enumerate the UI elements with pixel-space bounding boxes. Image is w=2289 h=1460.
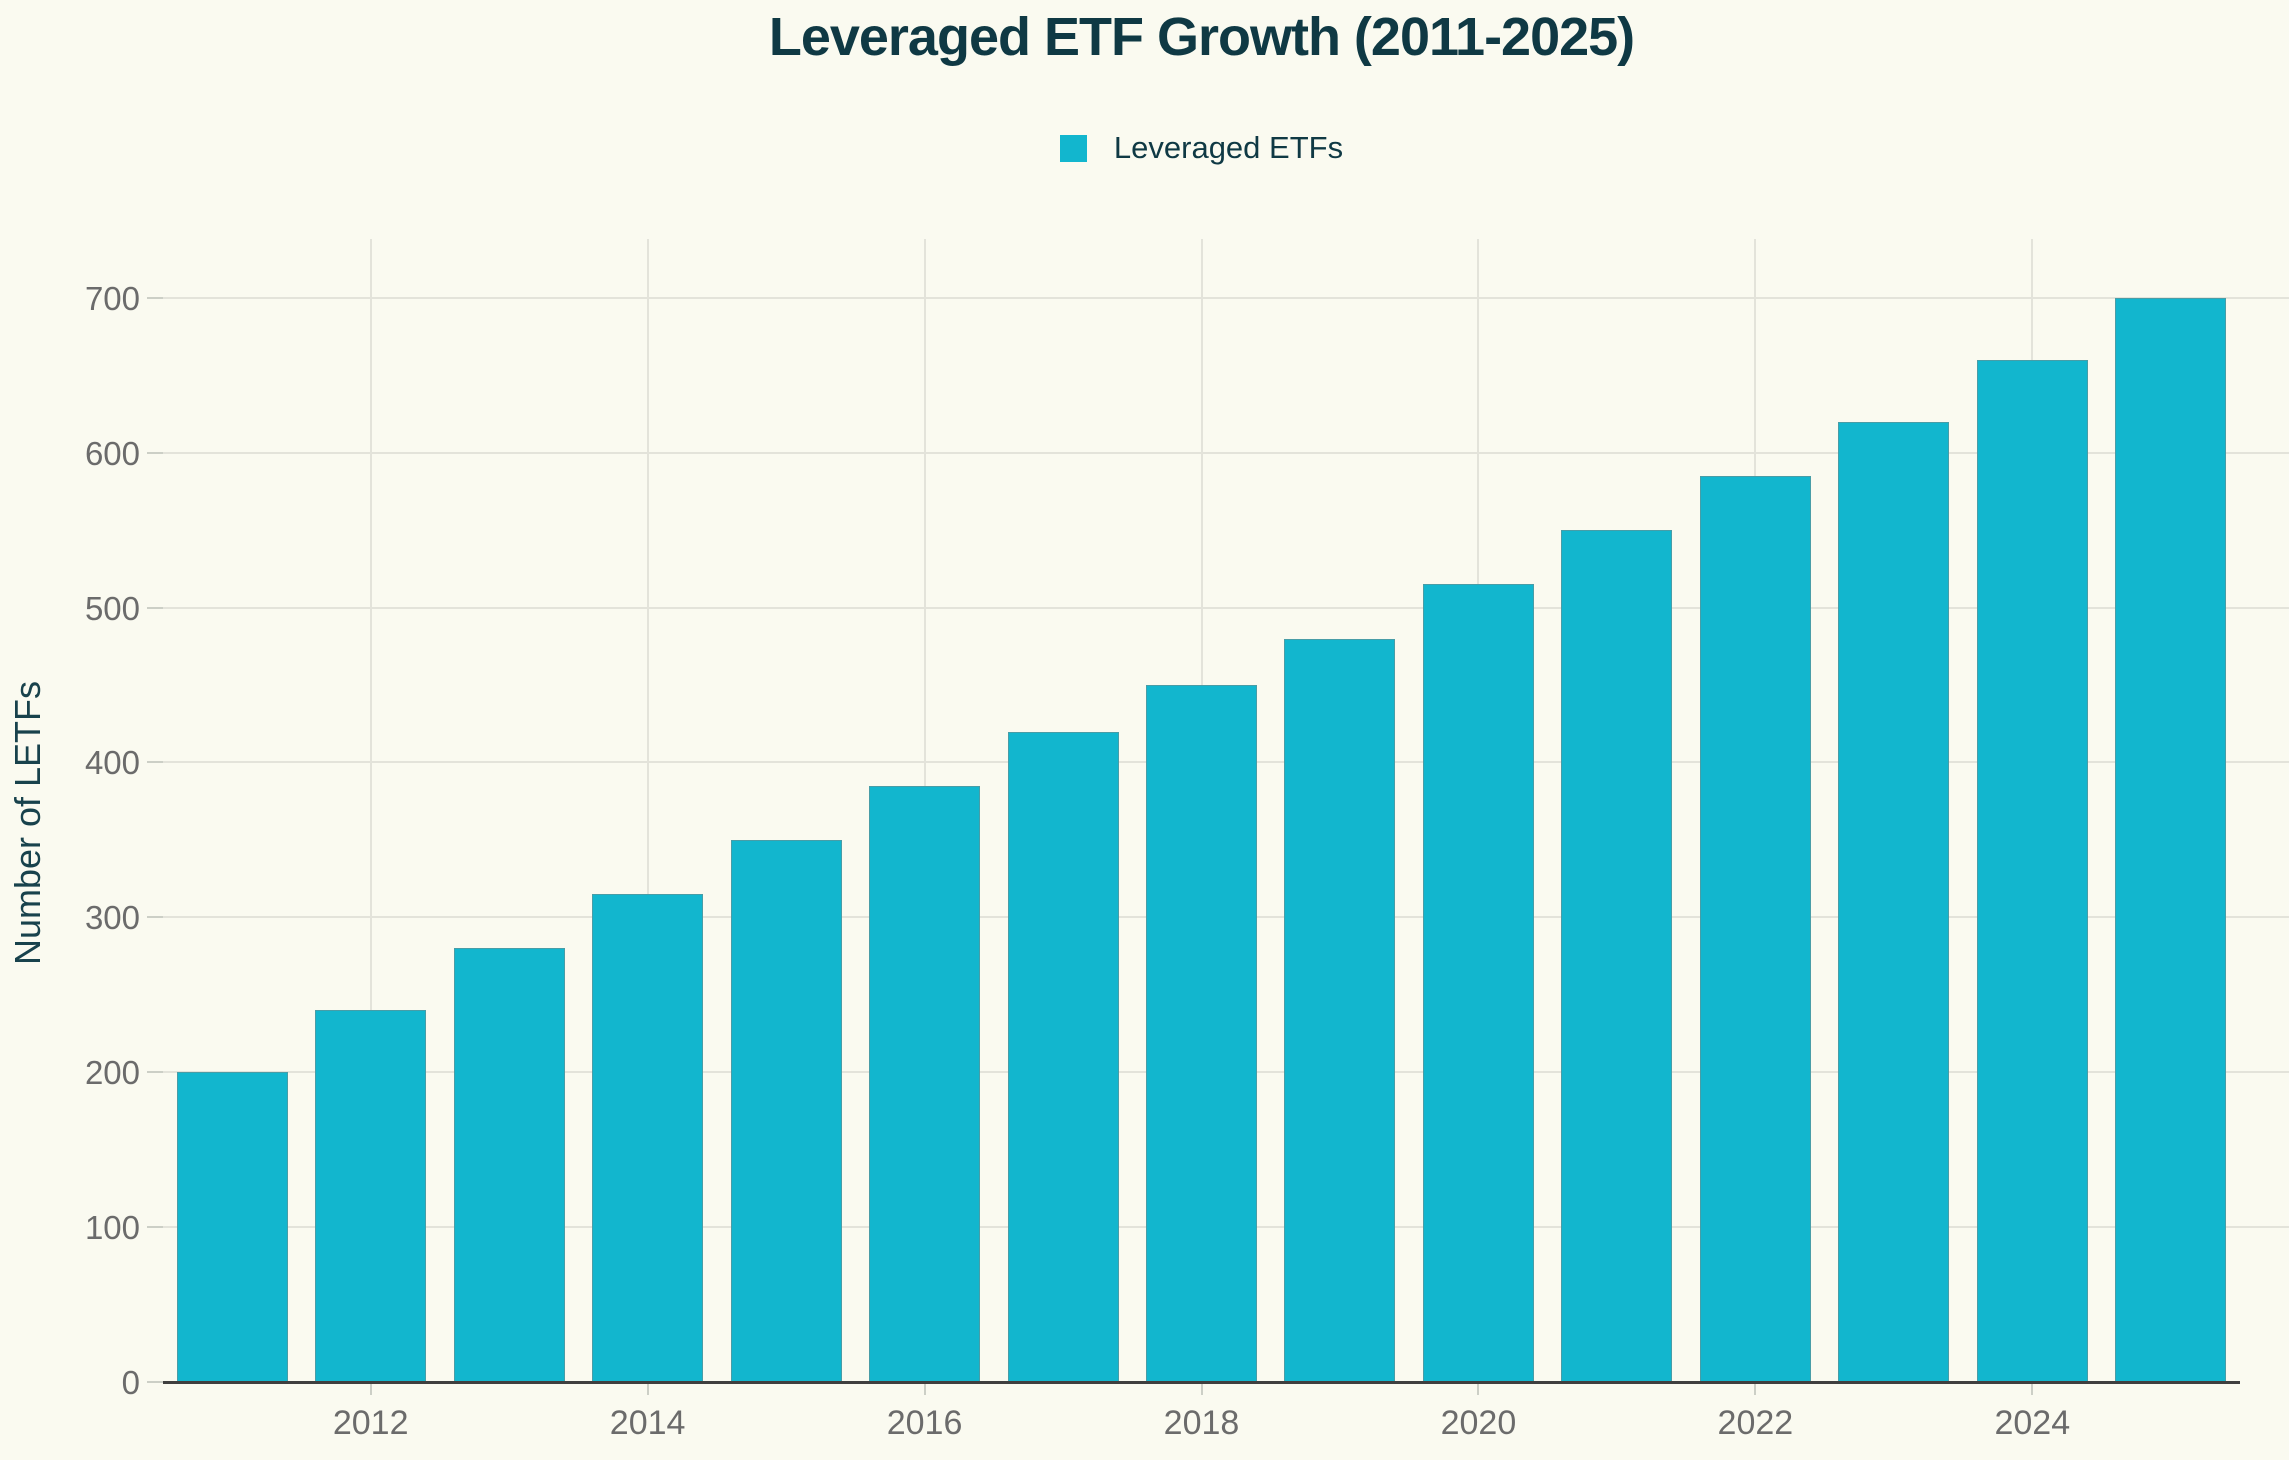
legend-color-swatch (1059, 134, 1087, 162)
y-gridline-500 (163, 606, 2289, 609)
y-tick-mark-200 (147, 1071, 163, 1074)
x-axis-line (163, 1381, 2240, 1384)
y-tick-mark-0 (147, 1381, 163, 1383)
bar-2012 (315, 1010, 427, 1382)
bar-2021 (1561, 530, 1673, 1382)
bar-2025 (2115, 297, 2227, 1382)
y-tick-label-300: 300 (84, 899, 140, 937)
bar-2017 (1007, 731, 1119, 1382)
bar-2024 (1976, 359, 2088, 1382)
bar-2018 (1146, 685, 1257, 1382)
x-tick-mark-2012 (369, 1384, 372, 1395)
bar-2014 (592, 894, 704, 1382)
bar-2013 (453, 948, 565, 1382)
y-tick-label-700: 700 (84, 279, 140, 317)
bar-2023 (1838, 421, 1950, 1382)
y-tick-label-500: 500 (84, 589, 140, 627)
x-tick-mark-2022 (1754, 1384, 1757, 1395)
x-tick-mark-2024 (2031, 1384, 2034, 1395)
y-tick-label-200: 200 (84, 1054, 140, 1092)
y-gridline-700 (163, 296, 2289, 299)
bar-2011 (176, 1072, 288, 1382)
x-tick-mark-2014 (646, 1384, 649, 1395)
y-tick-label-600: 600 (84, 434, 140, 472)
legend: Leveraged ETFs (163, 126, 2240, 170)
x-tick-label-2024: 2024 (1994, 1404, 2071, 1442)
x-tick-mark-2020 (1477, 1384, 1480, 1395)
y-tick-mark-600 (147, 451, 163, 454)
y-tick-label-400: 400 (84, 744, 140, 782)
x-gridline-2012 (369, 239, 372, 1382)
bar-2020 (1422, 584, 1534, 1382)
x-tick-mark-2016 (923, 1384, 926, 1395)
x-gridline-2014 (646, 239, 649, 1382)
legend-label: Leveraged ETFs (1113, 130, 1344, 165)
y-tick-label-100: 100 (84, 1209, 140, 1247)
y-tick-mark-500 (147, 606, 163, 609)
bar-2019 (1284, 638, 1396, 1382)
bar-2016 (869, 785, 981, 1382)
y-gridline-600 (163, 451, 2289, 454)
y-tick-mark-400 (147, 761, 163, 764)
x-tick-label-2016: 2016 (886, 1404, 963, 1442)
chart-title: Leveraged ETF Growth (2011-2025) (768, 7, 1635, 67)
x-tick-mark-2018 (1200, 1384, 1203, 1395)
x-tick-label-2022: 2022 (1717, 1404, 1794, 1442)
y-tick-label-0: 0 (121, 1364, 140, 1401)
y-tick-mark-100 (147, 1226, 163, 1229)
x-tick-label-2012: 2012 (332, 1404, 409, 1442)
bar-2015 (730, 839, 842, 1382)
x-tick-label-2014: 2014 (609, 1404, 686, 1442)
y-tick-mark-700 (147, 296, 163, 299)
y-tick-mark-300 (147, 916, 163, 919)
x-tick-label-2018: 2018 (1163, 1404, 1240, 1442)
x-tick-label-2020: 2020 (1440, 1404, 1517, 1442)
bar-2022 (1699, 475, 1811, 1382)
